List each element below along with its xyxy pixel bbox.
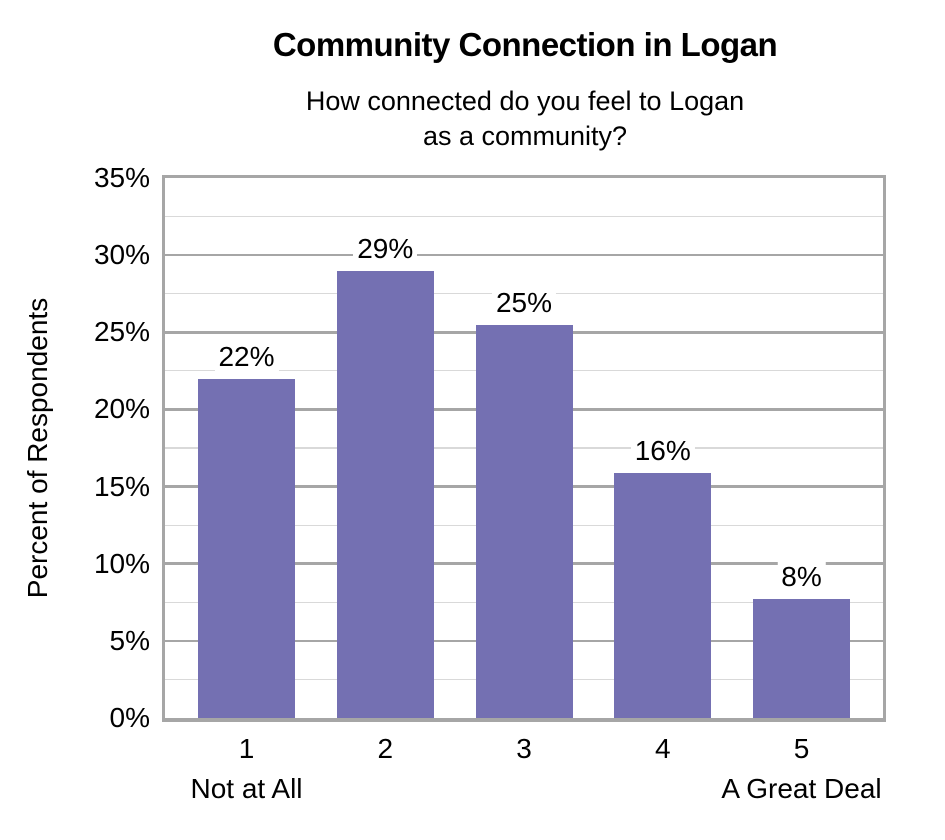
y-tick-label: 25% (93, 316, 150, 348)
y-tick-label: 10% (93, 547, 150, 579)
y-tick-label: 15% (93, 470, 150, 502)
bar-value-label: 8% (777, 561, 826, 594)
bar-category-1 (198, 378, 295, 718)
bar-value-label: 22% (214, 340, 279, 373)
bar-category-2 (336, 270, 434, 718)
y-tick-label: 35% (93, 162, 150, 193)
bar-category-3 (475, 324, 573, 718)
bar-category-5 (753, 599, 850, 718)
x-tick-label: 2 (377, 733, 394, 764)
bar-value-label: 25% (491, 286, 557, 319)
x-tick-label: 1 (238, 733, 255, 764)
chart-title: Community Connection in Logan (272, 26, 778, 63)
x-tick-label: 3 (516, 733, 532, 764)
plot-area: 22% 29% 25% 16% 8% (162, 175, 886, 722)
major-gridline (165, 253, 883, 257)
axis-end-label: Not at All (190, 773, 303, 804)
x-tick-label: 4 (654, 733, 671, 764)
bar-value-label: 29% (353, 232, 418, 265)
y-tick-label: 5% (109, 624, 150, 656)
bar-value-label: 16% (630, 434, 695, 467)
y-tick-label: 0% (109, 702, 150, 733)
minor-gridline (165, 215, 883, 218)
y-tick-label: 20% (93, 393, 150, 425)
axis-end-label: A Great Deal (721, 773, 882, 804)
bar-category-4 (614, 472, 712, 718)
y-tick-label: 30% (93, 239, 150, 271)
chart-subtitle: How connected do you feel to Logan as a … (305, 86, 745, 151)
x-tick-label: 5 (793, 733, 810, 764)
